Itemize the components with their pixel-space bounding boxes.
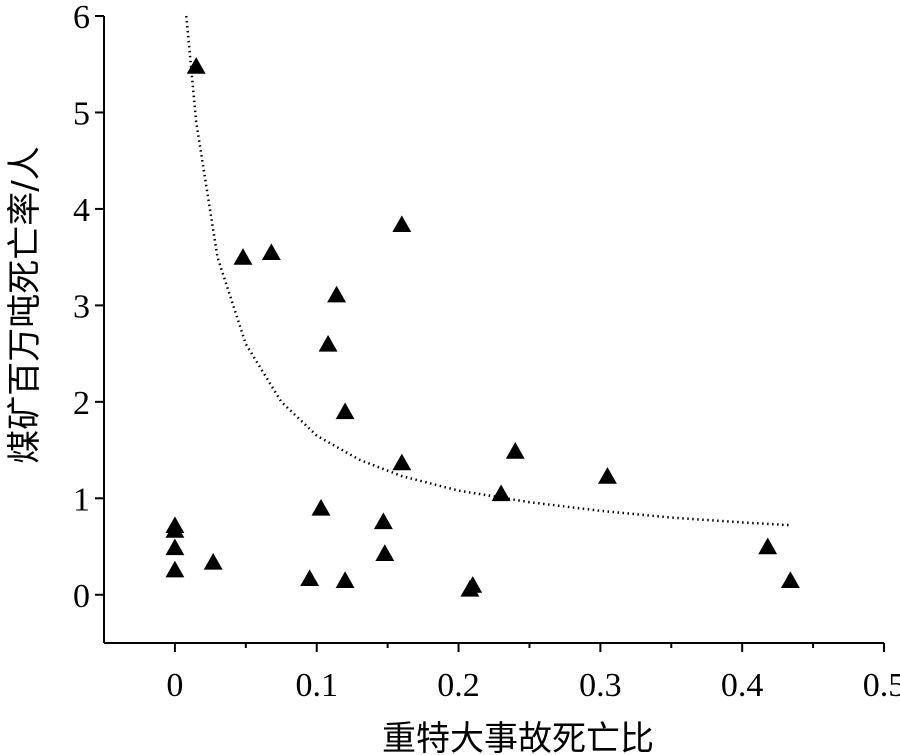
data-point-triangle [165,560,185,578]
x-tick-label: 0.1 [295,667,338,704]
y-axis-ticks: 0 1 2 3 4 5 6 [73,0,104,615]
x-axis-ticks: 0 0.1 0.2 0.3 0.4 0.5 [166,643,900,704]
x-tick-label: 0 [166,667,183,704]
data-point-triangle [463,576,483,593]
data-point-triangle [335,402,355,420]
data-point-triangle [165,538,185,556]
data-points [165,57,800,597]
data-point-triangle [327,285,347,303]
y-tick-label: 6 [73,0,90,36]
data-point-triangle [373,512,393,530]
data-point-triangle [375,544,395,561]
x-tick-label: 0.3 [579,667,622,704]
data-point-triangle [392,215,412,233]
y-tick-label: 0 [73,578,90,615]
data-point-triangle [335,571,355,588]
data-point-triangle [261,243,281,260]
data-point-triangle [598,467,617,484]
data-point-triangle [318,334,338,352]
data-point-triangle [233,248,253,265]
data-point-triangle [780,571,800,588]
x-tick-label: 0.4 [721,667,764,704]
data-point-triangle [165,521,185,538]
y-tick-label: 2 [73,385,90,422]
y-tick-label: 3 [73,288,90,325]
y-tick-label: 5 [73,95,90,132]
plot-area: 0 1 2 3 4 5 6 0 0.1 0.2 0.3 0.4 0.5 [73,0,900,704]
data-point-triangle [758,537,778,555]
data-point-triangle [186,57,206,74]
y-tick-label: 1 [73,481,90,518]
trendline [185,15,792,527]
y-axis-title: 煤矿百万吨死亡率/人 [5,146,45,463]
y-tick-label: 4 [73,192,90,229]
data-point-triangle [311,498,331,516]
x-tick-label: 0.2 [437,667,480,704]
data-point-triangle [300,569,320,587]
x-axis-title: 重特大事故死亡比 [382,719,654,755]
data-point-triangle [491,484,511,502]
x-tick-label: 0.5 [863,667,900,704]
data-point-triangle [203,552,223,570]
data-point-triangle [505,442,525,459]
data-point-triangle [392,453,412,471]
